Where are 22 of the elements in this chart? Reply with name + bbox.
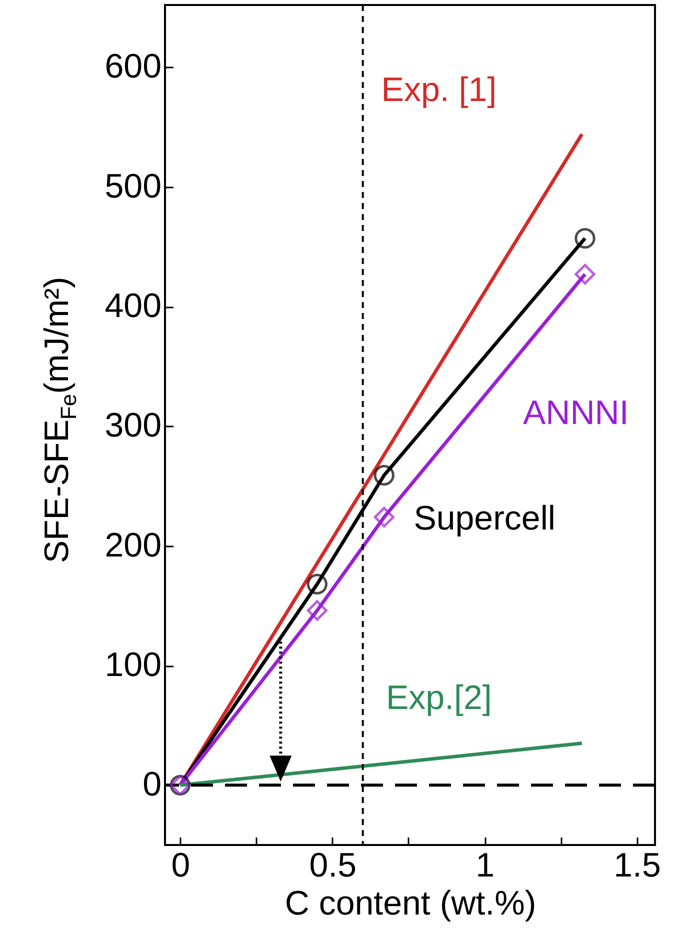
point <box>574 228 596 249</box>
x-tick-label: 1 <box>476 846 495 884</box>
y-tick-label: 500 <box>104 167 162 206</box>
y-tick-label: 300 <box>104 406 162 445</box>
y-tick-label: 400 <box>104 287 162 326</box>
y-tick-label: 200 <box>104 526 162 564</box>
text: Exp. [1] <box>381 71 497 110</box>
x-tick-label: 0.5 <box>309 846 357 884</box>
point <box>306 574 328 594</box>
y-tick-label: 100 <box>104 646 162 684</box>
y-tick-label: 0 <box>142 766 162 804</box>
point <box>374 464 394 486</box>
series-label: Exp.[2] <box>386 679 492 718</box>
y-tick-label: 600 <box>104 48 162 86</box>
x-axis-title: C content (wt.%) <box>284 884 536 922</box>
point <box>374 506 394 528</box>
x-tick-label: 0 <box>171 846 190 884</box>
series-label: Supercell <box>414 500 556 538</box>
series-label: ANNNI <box>522 394 629 432</box>
point <box>574 264 596 285</box>
x-tick-label: 1.5 <box>614 846 661 884</box>
point <box>306 600 328 621</box>
